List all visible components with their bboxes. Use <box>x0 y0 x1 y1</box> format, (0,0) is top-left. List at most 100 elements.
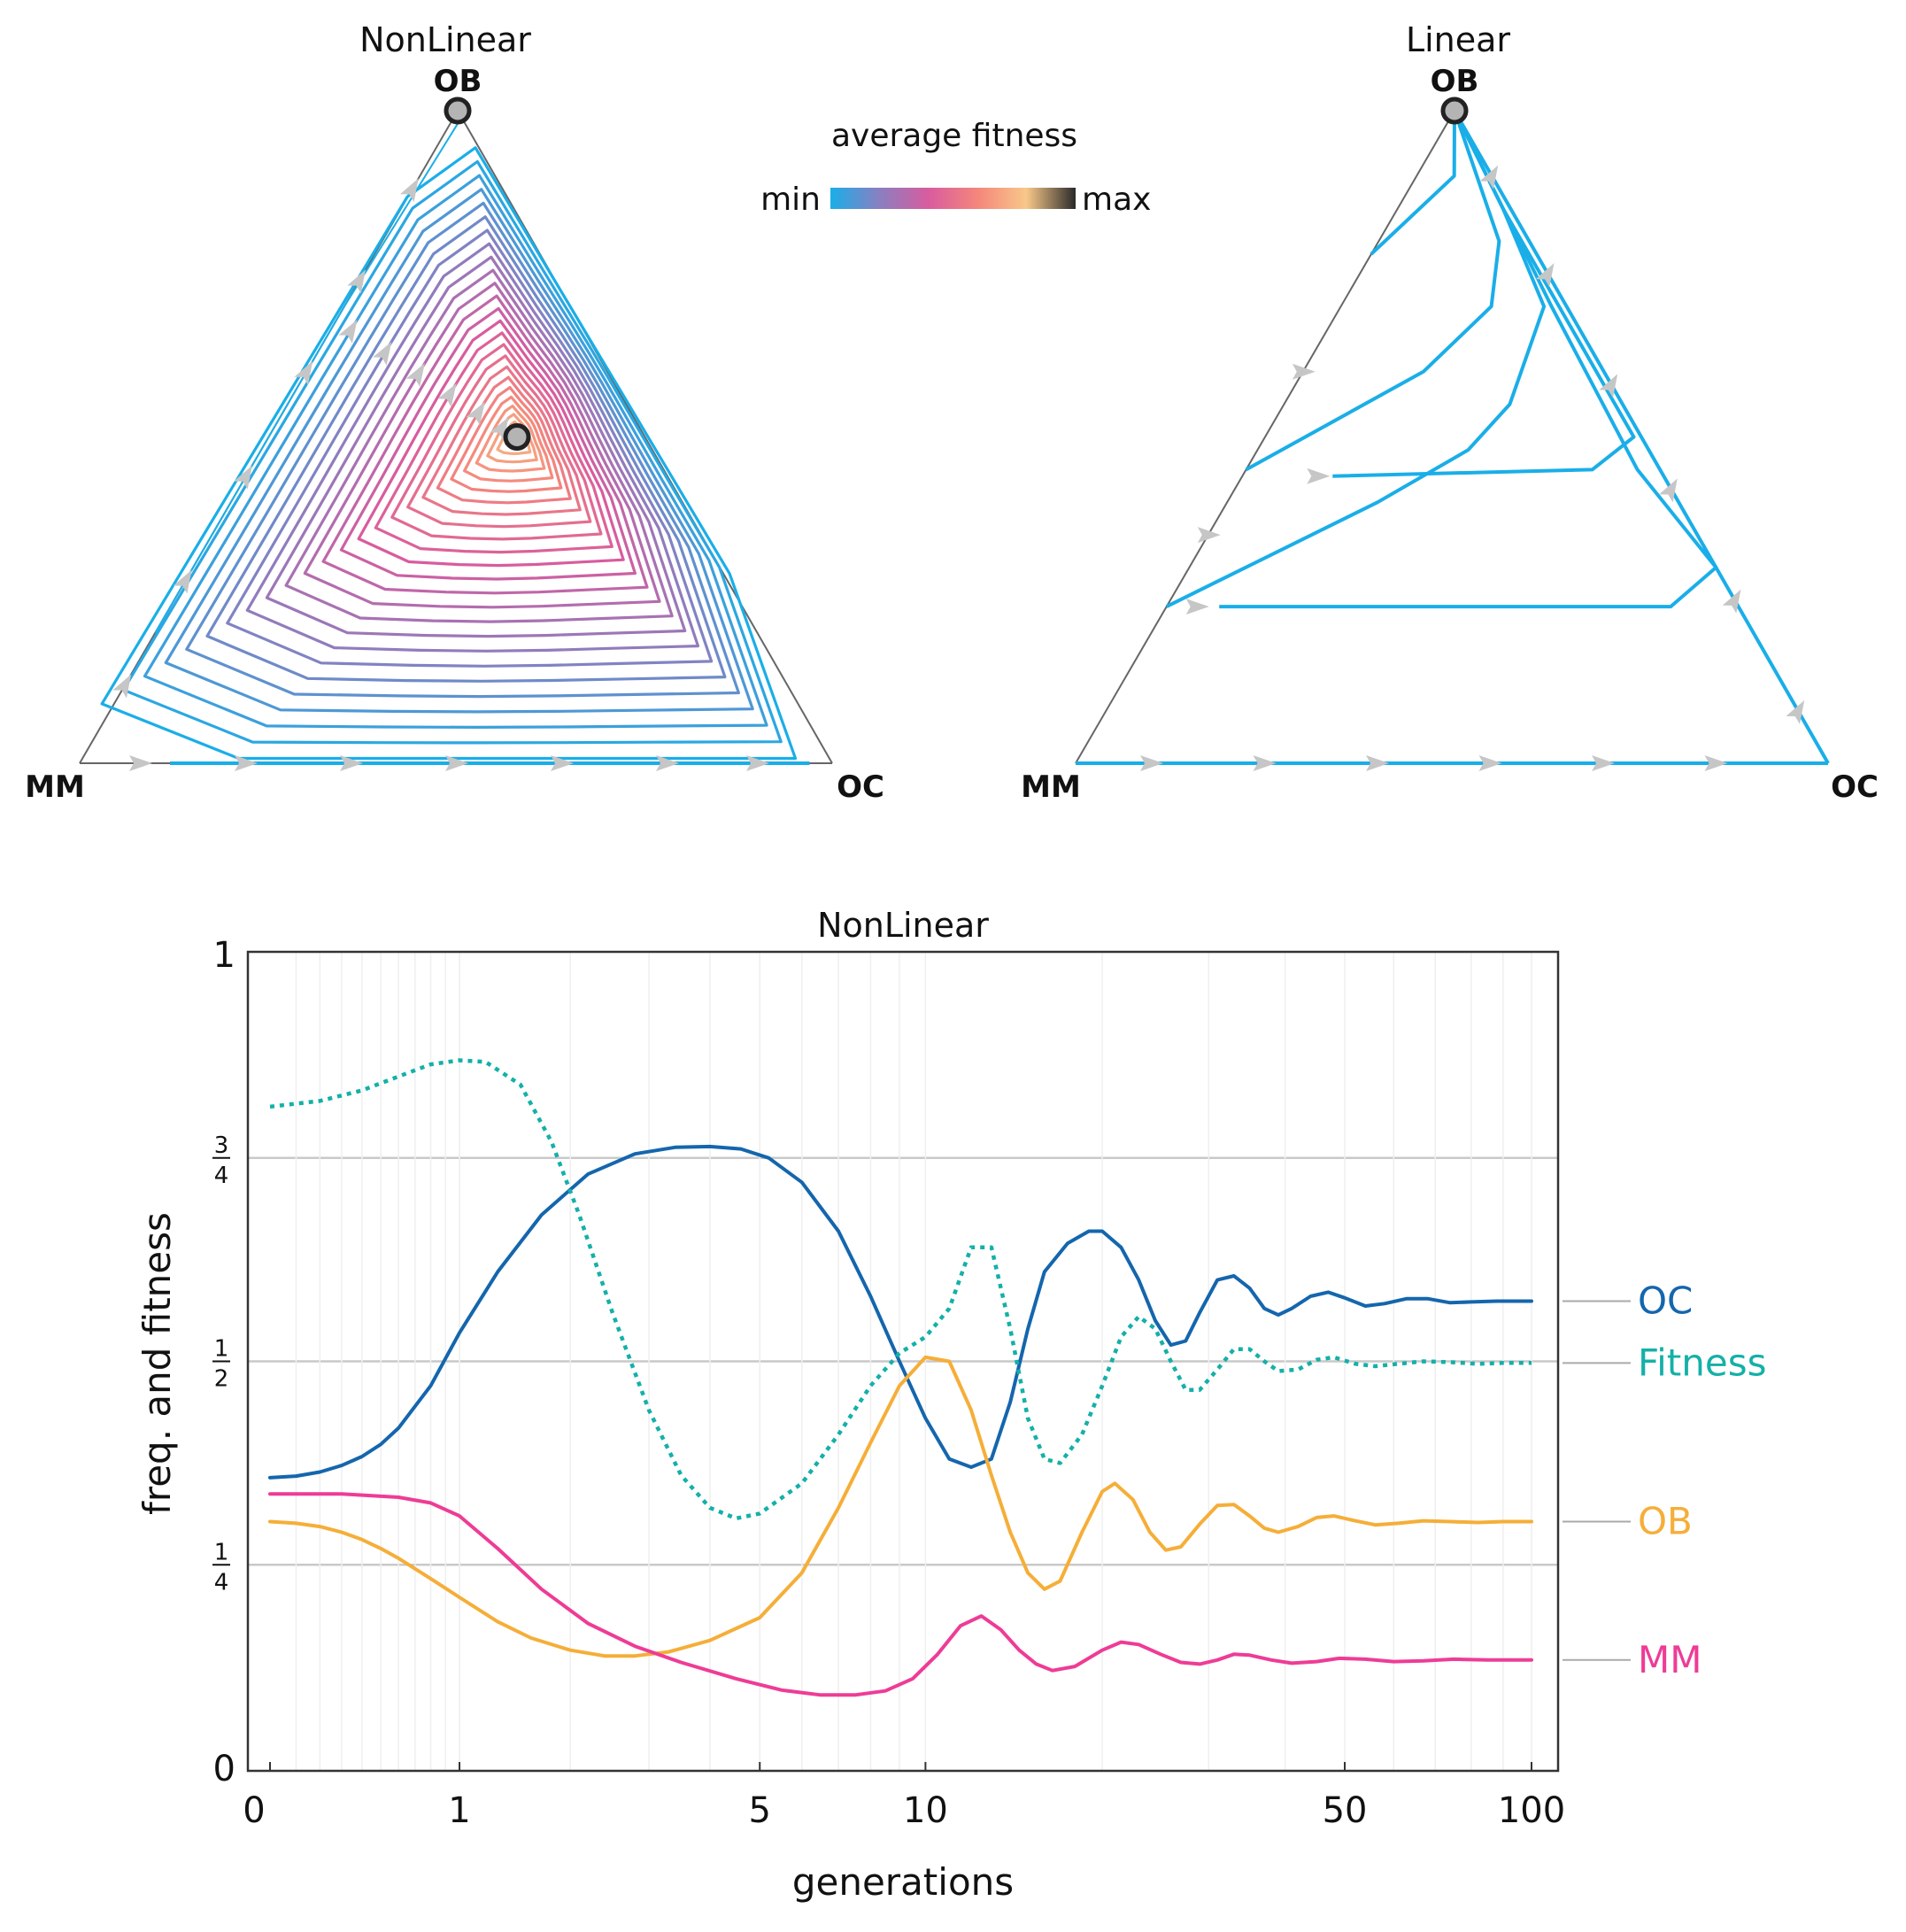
x-tick-label: 50 <box>1323 1790 1368 1831</box>
vertex-label-oc: OC <box>1831 769 1879 805</box>
series-line-oc <box>268 1144 1533 1480</box>
flow-arrow <box>340 755 363 771</box>
flow-arrow <box>1599 374 1618 398</box>
nonlinear-trajectories <box>100 123 810 765</box>
fitness-contour-trajectory <box>406 354 592 529</box>
flow-arrow <box>235 755 258 771</box>
fitness-contour-trajectory <box>421 365 582 516</box>
fitness-contour-trajectory <box>100 146 798 761</box>
x-axis-label: generations <box>792 1860 1014 1904</box>
trajectory <box>1245 110 1501 472</box>
flow-arrow <box>445 755 468 771</box>
flow-arrow <box>656 755 679 771</box>
ob-vertex-equilibrium-marker <box>1440 97 1469 125</box>
fitness-contour-trajectory <box>374 331 613 554</box>
y-tick-label: 0 <box>213 1749 235 1789</box>
fitness-contour-trajectory <box>463 395 554 483</box>
fitness-contour-trajectory <box>436 375 572 505</box>
flow-arrow <box>373 341 392 366</box>
flow-arrow <box>551 755 574 771</box>
linear-simplex-title: Linear <box>1406 20 1510 59</box>
linear-trajectories <box>1076 110 1830 765</box>
fitness-contour-trajectory <box>321 294 649 595</box>
fitness-contour-trajectory <box>475 404 546 473</box>
flow-arrow <box>1292 363 1316 380</box>
y-fraction-numerator: 1 <box>214 1336 229 1363</box>
x-tick-label: 10 <box>903 1790 948 1831</box>
flow-arrow <box>1592 755 1615 771</box>
flow-arrow <box>437 383 457 407</box>
colorbar-bar <box>830 188 1076 209</box>
fitness-contour-trajectory <box>164 188 754 714</box>
flow-arrow <box>400 178 419 203</box>
y-axis-label: freq. and fitness <box>135 1212 179 1515</box>
nonlinear-simplex: NonLinear OB MM OC <box>25 20 884 805</box>
series-line-mm <box>268 1492 1533 1697</box>
flow-arrow <box>1722 589 1741 614</box>
trajectory <box>1370 110 1456 256</box>
flow-arrow <box>1704 755 1728 771</box>
vertex-label-oc: OC <box>837 769 884 805</box>
flow-arrow <box>1197 527 1221 544</box>
y-tick-label: 1 <box>213 935 235 976</box>
colorbar-max-label: max <box>1082 182 1151 218</box>
flow-arrow <box>405 363 425 387</box>
linear-flow-arrows <box>1140 165 1805 771</box>
y-fraction-denominator: 2 <box>214 1366 229 1393</box>
y-fraction-denominator: 4 <box>214 1163 229 1189</box>
flow-arrow <box>466 401 485 426</box>
x-tick-label: 0 <box>243 1790 265 1831</box>
fitness-contour-trajectory <box>390 343 603 541</box>
flow-arrow <box>1659 478 1678 503</box>
vertex-label-ob: OB <box>1431 64 1479 99</box>
flow-arrow <box>1479 165 1499 189</box>
fitness-contour-trajectory <box>450 386 563 493</box>
series-label-fitness: Fitness <box>1638 1341 1766 1384</box>
fitness-contour-trajectory <box>284 268 674 623</box>
flow-arrow <box>1140 755 1163 771</box>
fitness-contour-trajectory <box>245 242 700 653</box>
flow-arrow <box>173 569 192 594</box>
x-tick-label: 1 <box>448 1790 470 1831</box>
trajectory <box>1219 110 1718 609</box>
x-axis-ticks: 0 1 5 10 50 100 <box>243 1762 1565 1831</box>
flow-arrow <box>338 319 358 344</box>
fitness-contour-trajectory <box>265 255 687 638</box>
colorbar-min-label: min <box>760 182 821 218</box>
y-fraction-tick-label: 14 <box>212 1539 230 1596</box>
simplex-edge-left <box>1075 110 1455 764</box>
nonlinear-simplex-title: NonLinear <box>359 20 531 59</box>
fitness-contour-trajectory <box>357 319 625 568</box>
flow-arrow <box>1478 755 1502 771</box>
colorbar-title: average fitness <box>831 118 1077 154</box>
flow-arrow <box>234 465 252 490</box>
series-label-mm: MM <box>1638 1638 1702 1681</box>
fitness-contour-trajectory <box>185 201 740 699</box>
y-fraction-numerator: 1 <box>214 1539 229 1565</box>
flow-arrow <box>294 360 313 385</box>
series-label-ob: OB <box>1638 1500 1693 1543</box>
flow-arrow <box>1366 755 1389 771</box>
flow-arrow <box>1185 599 1209 615</box>
trajectory <box>1165 110 1547 608</box>
fitness-contour-trajectory <box>121 159 783 745</box>
flow-arrow <box>1253 755 1277 771</box>
chart-title: NonLinear <box>817 906 989 945</box>
flow-arrow <box>112 674 132 699</box>
fitness-contour-trajectory <box>226 228 714 668</box>
y-fraction-tick-label: 12 <box>212 1336 230 1393</box>
x-tick-label: 100 <box>1498 1790 1565 1831</box>
chart-series <box>268 1058 1533 1697</box>
vertex-label-mm: MM <box>25 769 85 805</box>
x-tick-label: 5 <box>749 1790 771 1831</box>
nonlinear-flow-arrows <box>112 178 769 771</box>
fitness-contour-trajectory <box>205 215 727 683</box>
flow-arrow <box>1786 699 1805 724</box>
series-line-ob <box>268 1355 1533 1658</box>
y-fraction-denominator: 4 <box>214 1569 229 1596</box>
linear-simplex: Linear OB MM OC <box>1021 20 1879 805</box>
colorbar: average fitness min max <box>760 118 1151 218</box>
